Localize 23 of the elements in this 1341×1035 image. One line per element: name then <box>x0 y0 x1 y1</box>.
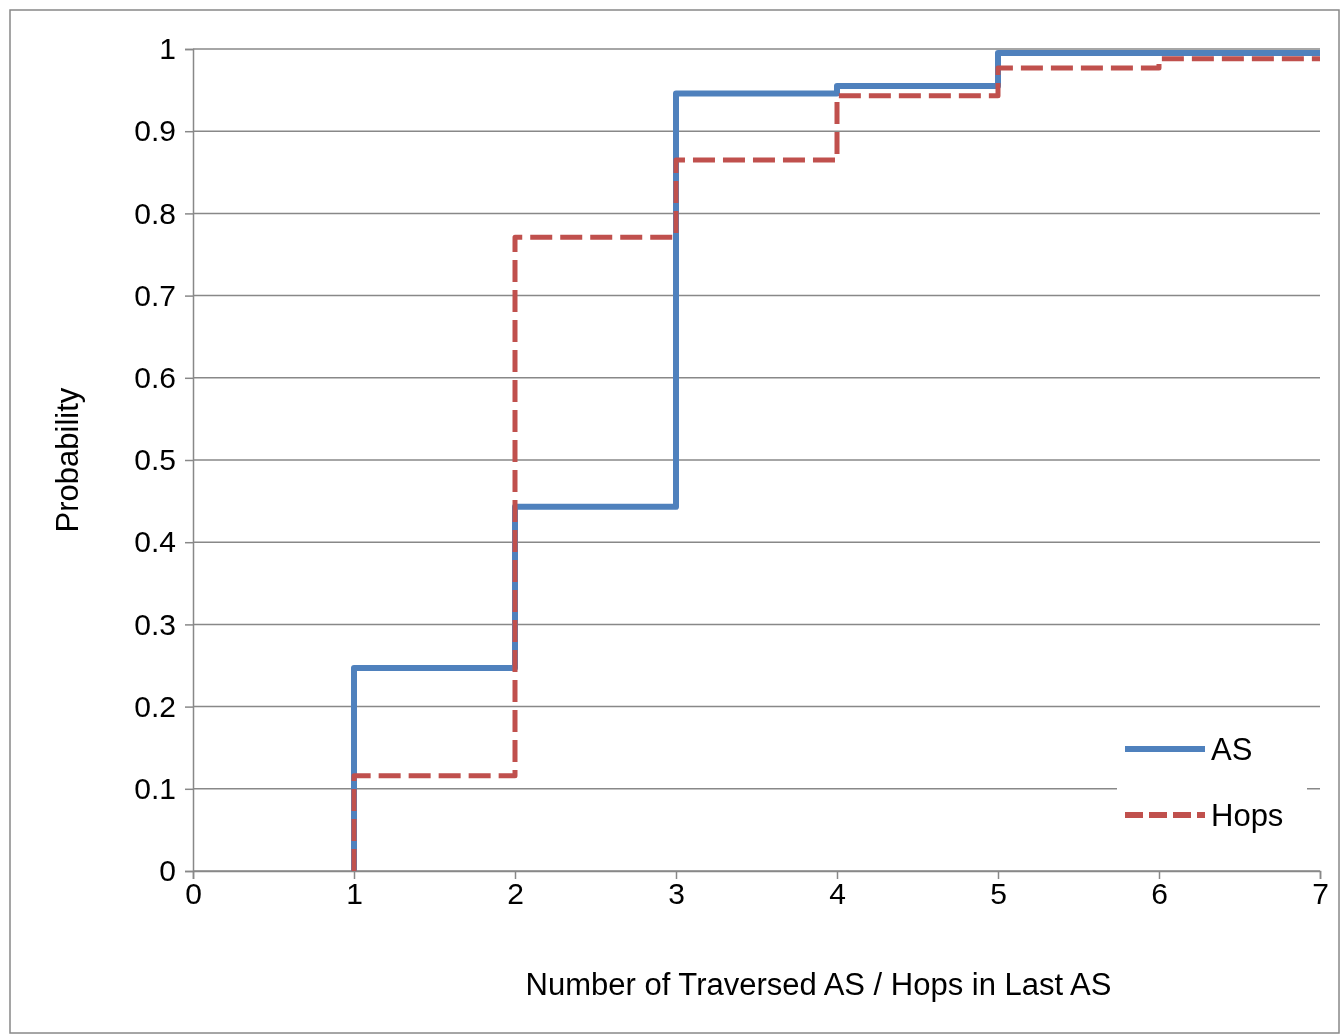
y-tick-label: 0 <box>159 854 176 888</box>
y-tick-label: 0.2 <box>134 689 176 723</box>
y-tick-label: 0.8 <box>134 196 176 230</box>
y-tick-label: 1 <box>159 32 176 66</box>
legend-label: Hops <box>1211 798 1284 833</box>
legend-label: AS <box>1211 732 1253 767</box>
x-tick-label: 1 <box>346 877 363 910</box>
y-tick-label: 0.4 <box>134 525 176 559</box>
y-tick-label: 0.7 <box>134 278 176 312</box>
x-tick-label: 4 <box>829 877 846 910</box>
y-tick-label: 0.5 <box>134 443 176 477</box>
y-tick-label: 0.3 <box>134 607 176 641</box>
y-axis-title: Probability <box>50 387 85 533</box>
x-tick-label: 2 <box>507 877 524 910</box>
x-tick-label: 3 <box>668 877 685 910</box>
x-tick-label: 0 <box>185 877 202 910</box>
y-tick-label: 0.6 <box>134 360 176 394</box>
y-tick-label: 0.1 <box>134 771 176 805</box>
x-tick-label: 5 <box>990 877 1007 910</box>
y-tick-label: 0.9 <box>134 114 176 148</box>
x-axis-title: Number of Traversed AS / Hops in Last AS <box>525 967 1112 1002</box>
x-tick-label: 6 <box>1151 877 1168 910</box>
x-tick-label: 7 <box>1312 877 1329 910</box>
